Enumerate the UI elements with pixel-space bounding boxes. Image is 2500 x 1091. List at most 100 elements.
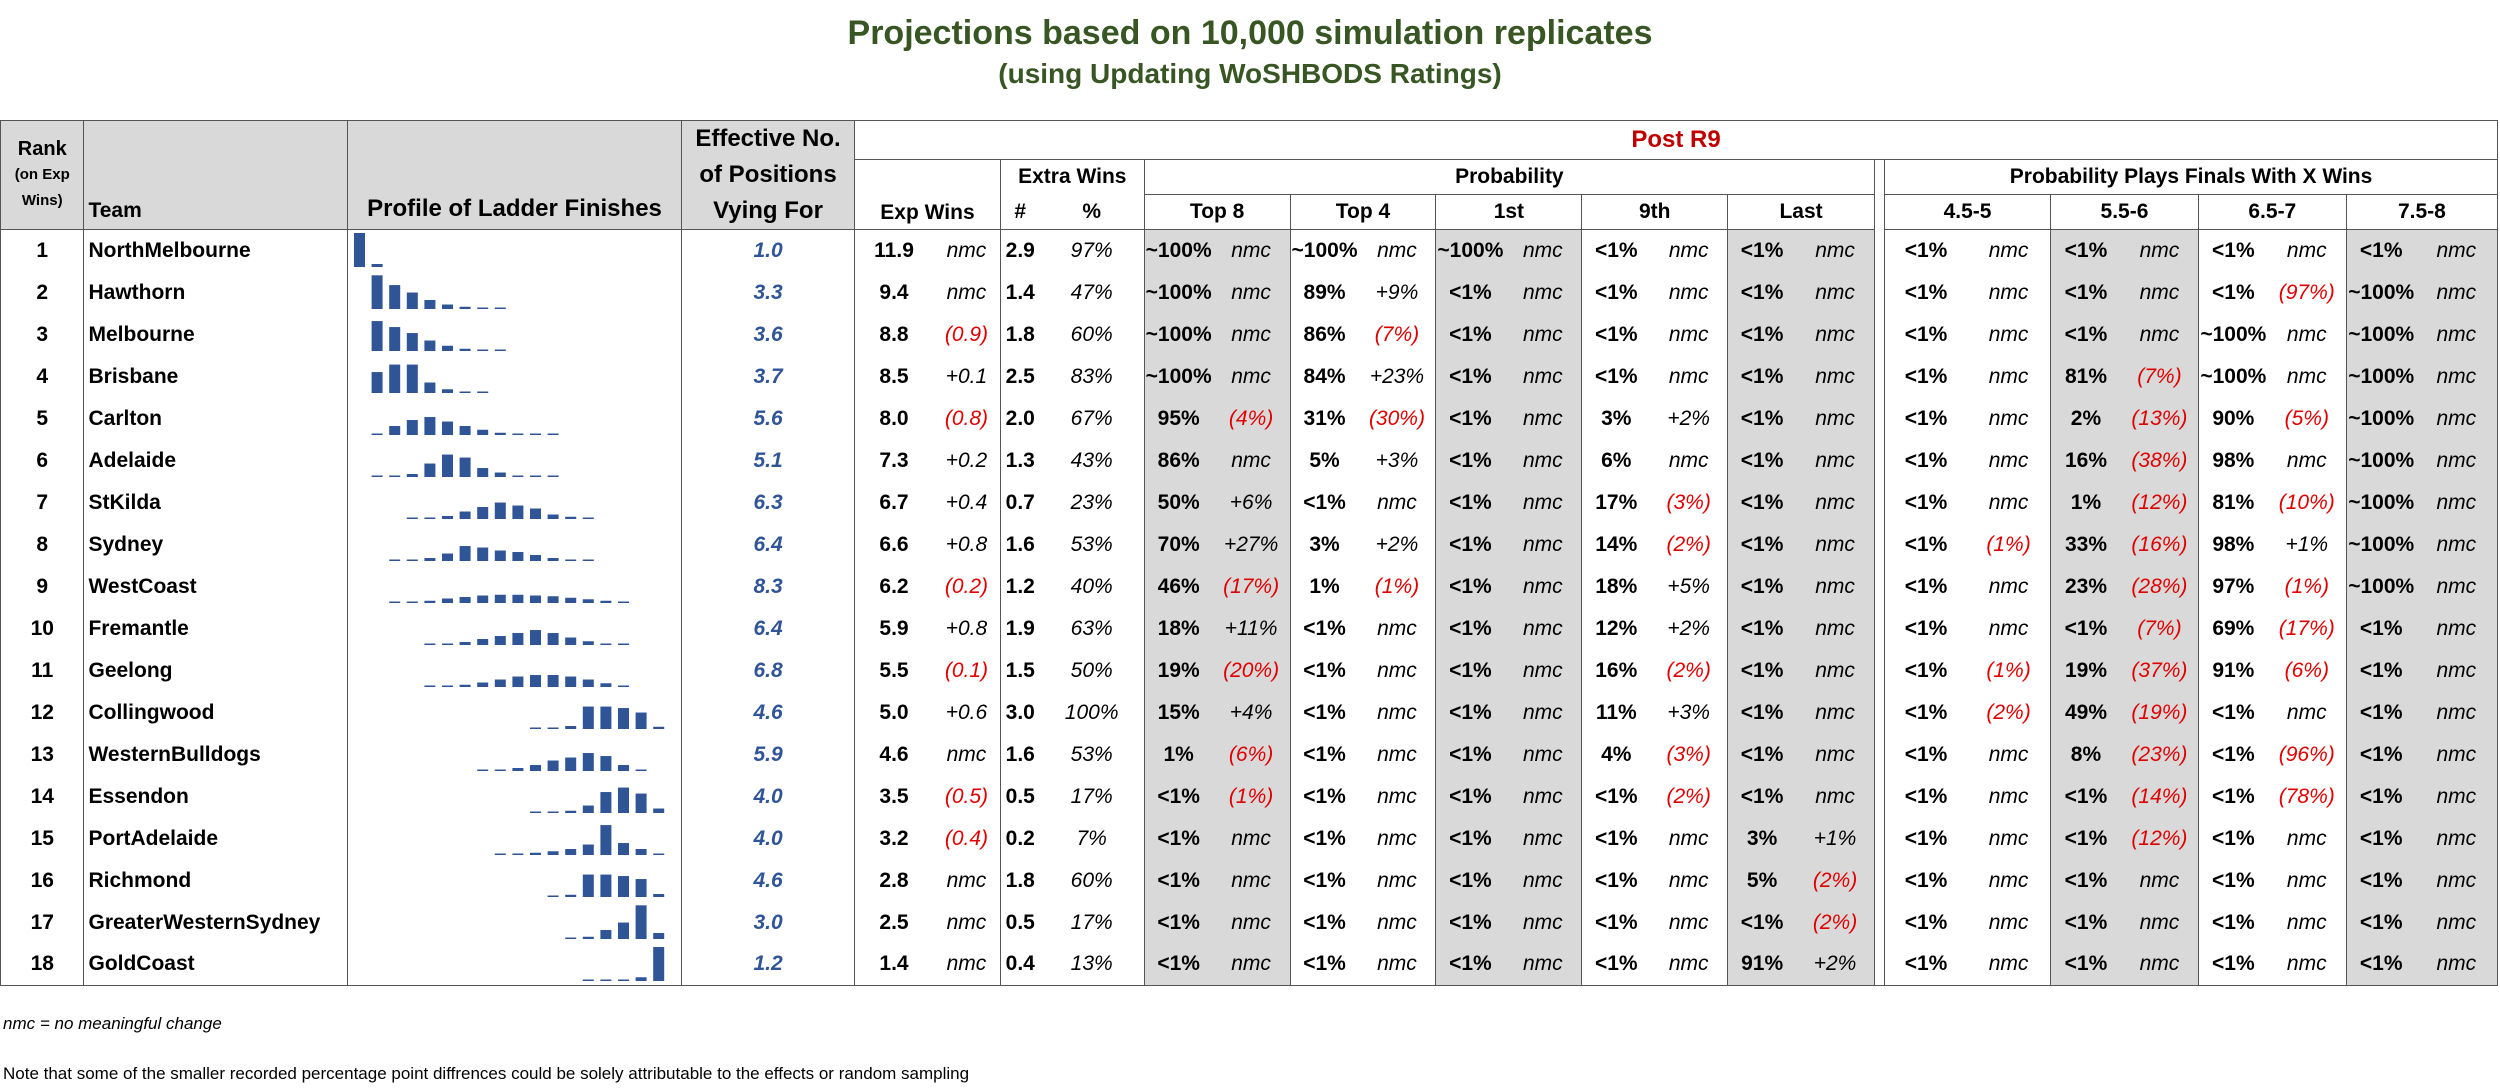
wins-6.5-7-change: (1%) xyxy=(2267,565,2347,608)
wins-6.5-7-prob: <1% xyxy=(2212,868,2255,892)
last-prob: <1% xyxy=(1727,649,1797,692)
ladder-position-bar xyxy=(477,506,489,519)
ladder-position-bar xyxy=(635,976,647,981)
column-gap xyxy=(1874,775,1886,818)
ladder-position-bar xyxy=(389,601,401,603)
top4-header: Top 4 xyxy=(1290,194,1437,230)
top8-change: (4%) xyxy=(1212,397,1291,440)
ladder-position-bar xyxy=(406,601,418,603)
top4-change: +2% xyxy=(1358,523,1437,566)
probability-header: Probability xyxy=(1144,159,1876,195)
extra-wins-pct-header: % xyxy=(1039,194,1145,230)
ladder-position-bar xyxy=(494,502,506,519)
extra-wins-pct: 100% xyxy=(1039,691,1145,734)
top4-change: +9% xyxy=(1358,271,1437,314)
ladder-position-bar xyxy=(477,638,489,645)
ladder-position-bar xyxy=(477,547,489,561)
column-gap xyxy=(1874,271,1886,314)
first-change: nmc xyxy=(1504,229,1583,272)
wins-6.5-7-prob: <1% xyxy=(2212,238,2255,262)
exp-wins-change: (0.8) xyxy=(933,397,1001,440)
last-prob: <1% xyxy=(1727,607,1797,650)
top8-change: (17%) xyxy=(1212,565,1291,608)
exp-wins-value: 7.3 xyxy=(879,448,909,472)
wins-5.5-6-prob: <1% xyxy=(2050,901,2121,944)
last-prob: 91% xyxy=(1727,943,1797,986)
wins-4.5-5-prob: <1% xyxy=(1884,943,1968,986)
ladder-position-bar xyxy=(618,875,630,897)
ladder-position-bar xyxy=(512,475,524,477)
ladder-position-bar xyxy=(530,508,542,519)
exp-wins-value: 5.0 xyxy=(879,700,909,724)
ladder-position-bar xyxy=(547,595,559,603)
ladder-position-bar xyxy=(565,559,577,561)
wins-5.5-6-prob: <1% xyxy=(2050,607,2121,650)
ladder-position-bar xyxy=(653,932,665,939)
ladder-position-bar xyxy=(512,433,524,435)
wins-6.5-7-prob: <1% xyxy=(2212,742,2255,766)
wins-7.5-8-prob: <1% xyxy=(2346,733,2416,776)
rank-cell: 18 xyxy=(0,943,85,986)
ladder-position-bar xyxy=(530,629,542,645)
first-change: nmc xyxy=(1504,271,1583,314)
team-rows: 1 NorthMelbourne 1.0 11.9 nmc 2.9 97% ~100% nmc ~… xyxy=(0,229,2498,986)
wins-4.5-5-prob: <1% xyxy=(1904,490,1948,514)
ladder-position-bar xyxy=(600,874,612,897)
last-prob: <1% xyxy=(1727,313,1797,356)
extra-wins-pct: 53% xyxy=(1039,733,1145,776)
extra-wins-num: 0.5 xyxy=(1005,784,1035,808)
table-row: 5 Carlton 5.6 8.0 (0.8) 2.0 67% 95% (4%) 31% (30%)… xyxy=(0,397,2498,440)
ninth-header: 9th xyxy=(1581,194,1729,230)
exp-wins-value: 8.8 xyxy=(879,322,909,346)
last-change: nmc xyxy=(1796,229,1876,272)
last-change: nmc xyxy=(1796,313,1876,356)
sparkline-svg xyxy=(582,946,665,981)
first-prob: <1% xyxy=(1435,271,1505,314)
effective-positions: 5.6 xyxy=(681,397,856,440)
last-prob: <1% xyxy=(1727,439,1797,482)
wins-6.5-7-change: (17%) xyxy=(2267,607,2347,650)
ninth-change: +2% xyxy=(1650,607,1729,650)
wins-4.5-5-prob: <1% xyxy=(1904,742,1948,766)
table-row: 8 Sydney 6.4 6.6 +0.8 1.6 53% 70% +27% 3% +2% <1% nm… xyxy=(0,523,2498,566)
wins-7.5-8-change: nmc xyxy=(2415,691,2498,734)
page-subtitle: (using Updating WoSHBODS Ratings) xyxy=(998,58,1502,89)
wins-7.5-8-prob: <1% xyxy=(2346,901,2416,944)
wins-4.5-5-change: nmc xyxy=(1967,439,2052,482)
column-gap xyxy=(1874,565,1886,608)
wins-4.5-5-change: nmc xyxy=(1967,397,2052,440)
wins-4.5-5-prob: <1% xyxy=(1904,238,1948,262)
post-round-header: Post R9 xyxy=(854,120,2498,160)
column-gap xyxy=(1874,397,1886,440)
exp-wins-value: 2.5 xyxy=(879,910,909,934)
wins-4.5-5-prob: <1% xyxy=(1904,322,1948,346)
ladder-position-bar xyxy=(459,391,471,393)
first-prob: <1% xyxy=(1435,313,1505,356)
ladder-position-bar xyxy=(494,307,506,309)
ninth-change: (2%) xyxy=(1650,649,1729,692)
ladder-position-bar xyxy=(582,874,594,897)
exp-wins-change: (0.4) xyxy=(933,817,1001,860)
wins-6.5-7-change: (10%) xyxy=(2267,481,2347,524)
column-gap xyxy=(1874,649,1886,692)
top8-prob: <1% xyxy=(1144,859,1213,902)
ladder-position-bar xyxy=(371,264,383,267)
ninth-change: (3%) xyxy=(1650,481,1729,524)
ladder-position-bar xyxy=(512,551,524,561)
table-row: 13 WesternBulldogs 5.9 4.6 nmc 1.6 53% 1% (6%) <1… xyxy=(0,733,2498,776)
ladder-position-bar xyxy=(389,559,401,561)
sparkline-svg xyxy=(389,545,594,561)
ladder-position-bar xyxy=(582,844,594,855)
wins-5.5-6-change: (28%) xyxy=(2120,565,2199,608)
top8-prob: <1% xyxy=(1144,943,1213,986)
ladder-position-bar xyxy=(635,712,647,729)
sparkline-svg xyxy=(371,320,506,351)
wins-4.5-5-change: nmc xyxy=(1967,565,2052,608)
wins-6.5-7-change: nmc xyxy=(2267,901,2347,944)
ladder-position-bar xyxy=(354,233,366,267)
top8-prob: <1% xyxy=(1144,817,1213,860)
extra-wins-num: 1.6 xyxy=(1005,742,1035,766)
top4-prob: <1% xyxy=(1303,784,1346,808)
last-prob: 5% xyxy=(1727,859,1797,902)
ladder-position-bar xyxy=(600,755,612,771)
